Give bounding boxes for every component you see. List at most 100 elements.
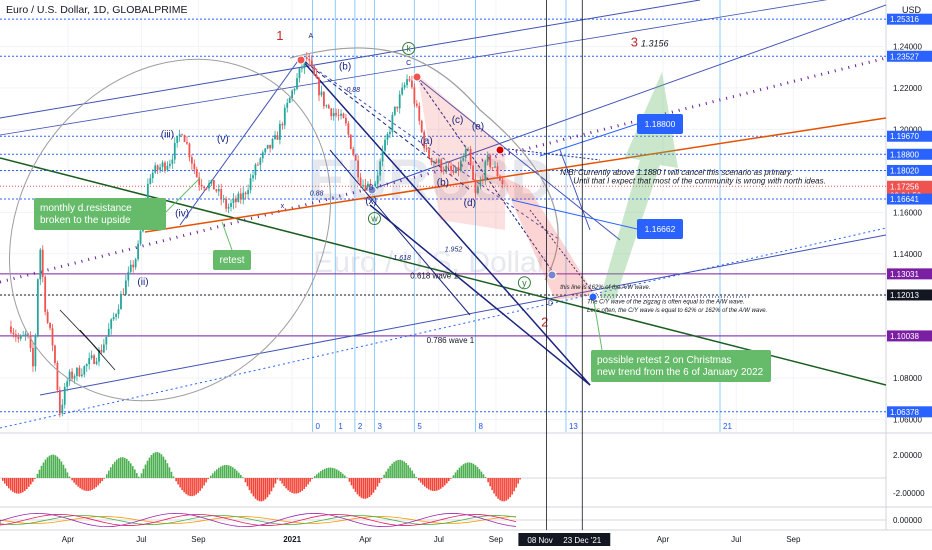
osc1-bar bbox=[517, 478, 519, 484]
osc1-bar bbox=[403, 461, 405, 478]
candle-body bbox=[46, 311, 49, 323]
candle-body bbox=[455, 167, 457, 173]
osc1-bar bbox=[358, 478, 361, 497]
osc1-bar bbox=[438, 478, 440, 490]
osc1-bar bbox=[354, 478, 357, 492]
callout-box-4[interactable] bbox=[637, 219, 683, 239]
osc1-bar bbox=[8, 478, 10, 489]
wave-label-9: (a) bbox=[420, 136, 432, 147]
osc1-bar bbox=[442, 478, 444, 488]
time-label-4: Apr bbox=[359, 535, 372, 544]
fib-time-label-2: 2 bbox=[358, 422, 363, 431]
price-label-2: 1.19670 bbox=[890, 132, 919, 141]
wave-label-16: x bbox=[281, 203, 285, 210]
candle-body bbox=[288, 98, 291, 103]
wave-level-label-0: 0.618 wave 1 bbox=[410, 272, 458, 281]
osc2-line-3 bbox=[0, 512, 517, 528]
osc1-bar bbox=[164, 459, 167, 478]
candle-body bbox=[396, 106, 399, 109]
osc1-bar bbox=[2, 478, 4, 481]
callout-box-2[interactable] bbox=[591, 350, 771, 382]
wave-label-18: D bbox=[548, 301, 553, 308]
candle-body bbox=[486, 155, 489, 162]
osc1-bar bbox=[336, 469, 338, 478]
osc1-bar bbox=[254, 478, 257, 499]
osc1-bar bbox=[224, 465, 226, 478]
candle-body bbox=[376, 175, 379, 184]
candle-body bbox=[381, 150, 384, 162]
candle-body bbox=[58, 389, 61, 414]
trend-line-16 bbox=[529, 209, 596, 296]
candle-body bbox=[34, 335, 37, 367]
callout-text-0-1: broken to the upside bbox=[40, 215, 131, 226]
osc1-bar bbox=[46, 457, 49, 478]
osc1-bar bbox=[328, 467, 330, 478]
callout-box-1[interactable] bbox=[213, 250, 251, 270]
osc1-bar bbox=[256, 478, 259, 501]
price-label-box-2 bbox=[887, 130, 932, 142]
candle-body bbox=[362, 185, 364, 186]
osc1-bar bbox=[226, 465, 228, 478]
time-label-5: Jul bbox=[434, 535, 444, 544]
pivot-marker-3 bbox=[547, 270, 557, 280]
osc1-bar bbox=[89, 478, 91, 491]
candle-body bbox=[222, 198, 225, 200]
price-label-box-7 bbox=[887, 268, 932, 280]
osc1-bar bbox=[195, 478, 197, 495]
osc1-bar bbox=[279, 478, 281, 481]
candle-body bbox=[66, 381, 69, 387]
osc1-bar bbox=[362, 478, 365, 499]
candle-body bbox=[386, 134, 389, 140]
candle-body bbox=[323, 91, 325, 107]
osc1-bar bbox=[458, 467, 461, 478]
callout-box-0[interactable] bbox=[34, 198, 166, 230]
candle-body bbox=[345, 117, 347, 124]
callout-box-3[interactable] bbox=[637, 114, 683, 134]
candle-body bbox=[156, 165, 159, 170]
osc1-bar bbox=[64, 468, 67, 478]
osc1-bar bbox=[134, 469, 136, 478]
candle-body bbox=[159, 167, 161, 170]
osc1-bar bbox=[99, 478, 101, 484]
osc1-bar bbox=[450, 478, 452, 479]
osc1-bar bbox=[36, 473, 39, 478]
candle-body bbox=[477, 186, 479, 194]
candle-body bbox=[100, 349, 103, 353]
fib-time-label-0: 0 bbox=[316, 422, 321, 431]
osc1-bar bbox=[266, 478, 269, 498]
candle-body bbox=[215, 189, 218, 192]
osc1-bar bbox=[426, 478, 428, 489]
pivot-marker-2 bbox=[495, 145, 505, 155]
osc1-bar bbox=[397, 459, 399, 478]
candle-body bbox=[408, 79, 411, 81]
osc1-bar bbox=[40, 465, 43, 478]
fib-time-label-7: 21 bbox=[723, 422, 732, 431]
candle-body bbox=[105, 336, 108, 345]
price-label-box-1 bbox=[887, 50, 932, 62]
osc1-bar bbox=[106, 474, 108, 478]
trend-line-19 bbox=[419, 79, 621, 241]
candle-body bbox=[151, 172, 154, 179]
annotation-text-0: N!B! Currently above 1.1880 I will cance… bbox=[560, 168, 792, 177]
osc1-bar bbox=[448, 478, 450, 482]
wave-label-19: 3 bbox=[631, 34, 638, 49]
candle-body bbox=[318, 78, 320, 96]
osc1-bar bbox=[6, 478, 8, 487]
candle-body bbox=[63, 386, 66, 405]
candle-body bbox=[44, 276, 47, 312]
osc1-bar bbox=[175, 478, 177, 482]
candle-body bbox=[411, 80, 413, 88]
osc1-bar bbox=[519, 478, 521, 480]
pivot-marker-0 bbox=[296, 55, 306, 65]
osc1-bar bbox=[307, 478, 309, 485]
candle-body bbox=[252, 175, 254, 179]
osc1-bar bbox=[318, 472, 320, 478]
price-label-0: 1.25316 bbox=[890, 15, 919, 24]
circled-wave-label-2: y bbox=[522, 278, 527, 288]
trend-line-3 bbox=[0, 227, 886, 429]
osc1-bar bbox=[112, 464, 114, 478]
osc1-bar bbox=[513, 478, 515, 492]
osc2-tick-0: 0.00000 bbox=[893, 516, 922, 525]
wave-label-6: (v) bbox=[217, 134, 229, 145]
